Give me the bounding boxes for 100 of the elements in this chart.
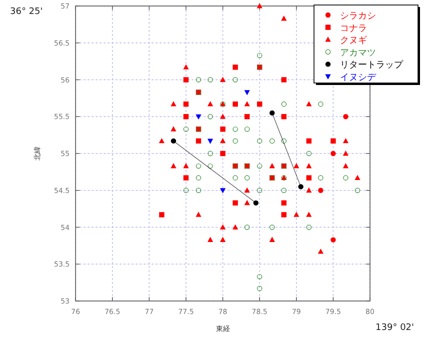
point xyxy=(318,101,324,107)
point xyxy=(257,101,262,107)
point xyxy=(294,163,300,168)
point xyxy=(306,187,312,193)
point xyxy=(253,200,259,206)
point xyxy=(183,188,189,193)
point xyxy=(208,150,213,156)
point xyxy=(196,163,202,169)
point xyxy=(196,138,202,144)
point xyxy=(183,126,189,132)
point xyxy=(244,175,250,180)
point xyxy=(232,101,238,107)
point xyxy=(232,175,238,180)
point xyxy=(306,175,312,180)
point xyxy=(244,126,250,132)
point xyxy=(232,138,238,144)
point xyxy=(196,212,202,217)
point xyxy=(170,101,176,106)
legend-label: イヌシデ xyxy=(340,73,377,83)
point xyxy=(330,150,336,156)
point xyxy=(158,138,165,144)
point xyxy=(294,212,300,217)
point xyxy=(232,224,238,230)
point xyxy=(270,224,275,230)
point xyxy=(281,114,286,120)
point xyxy=(244,200,250,206)
point xyxy=(207,101,214,106)
point xyxy=(208,77,213,82)
point xyxy=(256,3,262,8)
point xyxy=(183,175,189,180)
point xyxy=(170,138,176,144)
point xyxy=(281,16,287,21)
legend-label: コナラ xyxy=(340,24,367,34)
point xyxy=(207,236,214,242)
point xyxy=(220,150,226,156)
point xyxy=(196,175,202,180)
point xyxy=(232,64,238,70)
point xyxy=(257,274,262,280)
point xyxy=(306,212,312,217)
point xyxy=(257,52,262,58)
legend-label: リタートラップ xyxy=(340,60,404,71)
point xyxy=(342,163,349,168)
point xyxy=(257,138,262,144)
point xyxy=(232,126,238,132)
point xyxy=(220,188,226,194)
point xyxy=(281,188,286,193)
point xyxy=(196,114,202,120)
point xyxy=(318,188,324,193)
point xyxy=(298,184,304,190)
point xyxy=(183,64,189,70)
point xyxy=(220,236,226,242)
point xyxy=(270,110,275,116)
point xyxy=(220,114,226,119)
legend-label: アカマツ xyxy=(340,48,376,58)
point xyxy=(244,90,250,96)
point xyxy=(257,163,262,169)
point xyxy=(220,76,226,82)
point xyxy=(244,187,250,193)
point xyxy=(257,286,262,292)
point xyxy=(183,114,189,120)
point xyxy=(281,138,286,144)
point xyxy=(244,114,250,120)
point xyxy=(232,200,238,206)
point xyxy=(281,77,286,82)
legend-label: シラカシ xyxy=(340,12,376,22)
point xyxy=(183,163,189,168)
point xyxy=(281,200,286,206)
point xyxy=(220,224,226,230)
point xyxy=(244,101,250,106)
point xyxy=(318,175,324,180)
point xyxy=(269,163,275,168)
point xyxy=(196,188,202,193)
point xyxy=(342,138,349,144)
point xyxy=(183,77,189,82)
point xyxy=(208,163,213,169)
point xyxy=(343,114,348,120)
point xyxy=(306,163,312,168)
point xyxy=(220,138,226,144)
point xyxy=(170,126,176,132)
point xyxy=(208,114,213,120)
point xyxy=(354,174,360,180)
point xyxy=(183,101,189,107)
point xyxy=(330,138,336,144)
point xyxy=(306,101,312,106)
point xyxy=(281,212,286,218)
point xyxy=(244,224,250,230)
point xyxy=(220,126,226,132)
point xyxy=(342,150,349,156)
point xyxy=(306,150,312,156)
point xyxy=(318,248,324,254)
point xyxy=(257,188,262,193)
point xyxy=(306,224,312,230)
point xyxy=(330,237,336,242)
text: 36° 25' xyxy=(10,7,43,17)
point xyxy=(343,175,348,180)
point xyxy=(270,138,275,144)
legend-label: クヌギ xyxy=(340,35,367,46)
point xyxy=(306,138,312,144)
point xyxy=(269,236,275,242)
point xyxy=(170,163,176,168)
